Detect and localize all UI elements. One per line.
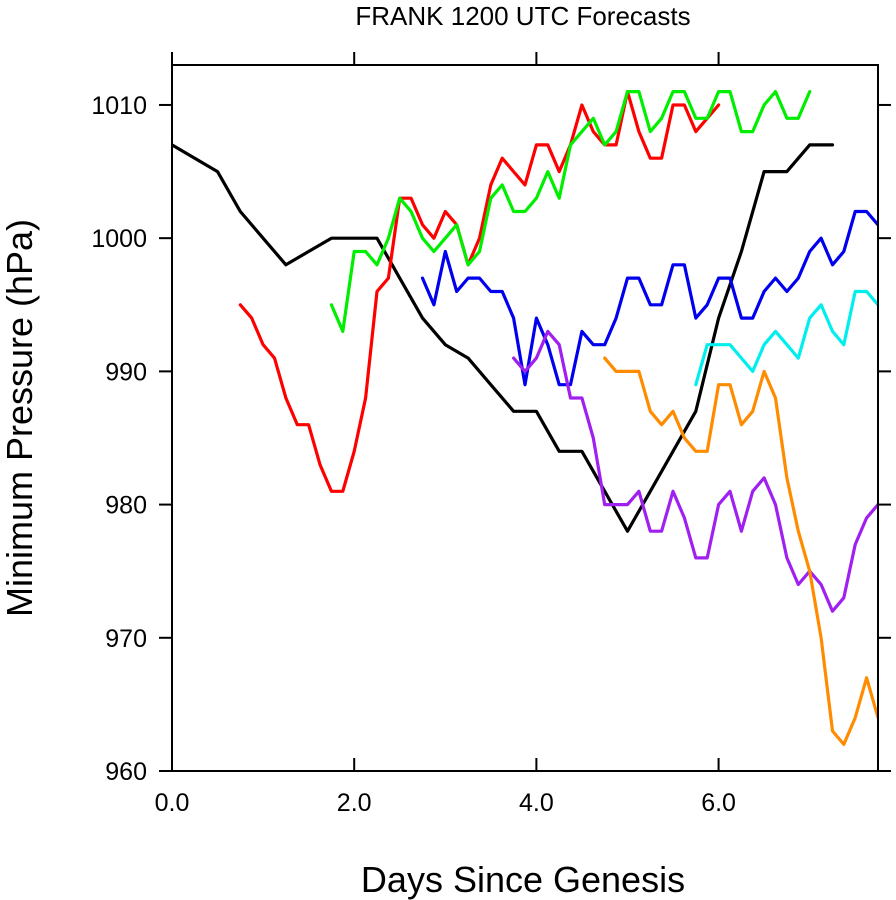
series-line-2 xyxy=(238,89,721,493)
series-line-3 xyxy=(329,89,812,333)
series-line-4 xyxy=(420,209,878,387)
chart-title: FRANK 1200 UTC Forecasts xyxy=(355,1,690,31)
y-tick-label: 960 xyxy=(105,758,147,786)
x-tick-label: 2.0 xyxy=(337,789,372,817)
ticks-layer: 0.0 2.0 4.0 6.0 960 970 980 990 1000 1010 xyxy=(91,52,891,817)
series-line-5 xyxy=(694,289,878,387)
series-layer xyxy=(172,89,878,747)
y-tick-label: 970 xyxy=(105,625,147,653)
y-tick-label: 1010 xyxy=(91,92,147,120)
x-tick-label: 4.0 xyxy=(519,789,554,817)
x-tick-label: 0.0 xyxy=(155,789,190,817)
x-tick-label: 6.0 xyxy=(701,789,736,817)
plot-area xyxy=(171,64,879,772)
x-axis-label: Days Since Genesis xyxy=(361,859,685,900)
plot-frame xyxy=(171,64,879,772)
y-tick-label: 1000 xyxy=(91,225,147,253)
y-axis-label: Minimum Pressure (hPa) xyxy=(0,219,40,617)
series-line-1 xyxy=(172,143,835,533)
series-line-6 xyxy=(511,329,878,613)
y-tick-label: 990 xyxy=(105,358,147,386)
y-tick-label: 980 xyxy=(105,492,147,520)
series-line-7 xyxy=(603,356,878,747)
